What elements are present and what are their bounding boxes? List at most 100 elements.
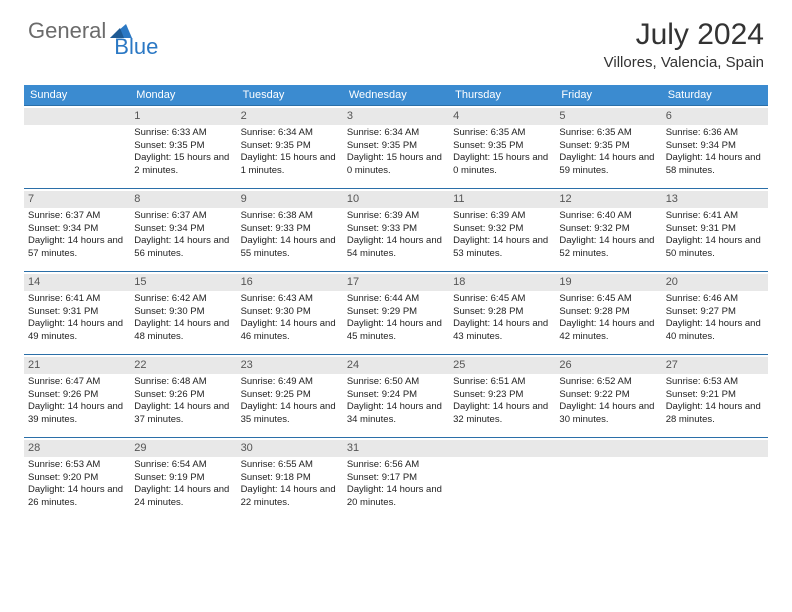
sunset-text: Sunset: 9:27 PM — [666, 306, 764, 319]
title-block: July 2024 Villores, Valencia, Spain — [604, 18, 764, 71]
daylight-text: Daylight: 15 hours and 2 minutes. — [134, 152, 232, 178]
day-cell: 25Sunrise: 6:51 AMSunset: 9:23 PMDayligh… — [449, 355, 555, 437]
daylight-text: Daylight: 14 hours and 43 minutes. — [453, 318, 551, 344]
day-number: 27 — [662, 357, 768, 374]
daylight-text: Daylight: 14 hours and 58 minutes. — [666, 152, 764, 178]
daylight-text: Daylight: 14 hours and 52 minutes. — [559, 235, 657, 261]
day-number: 20 — [662, 274, 768, 291]
daylight-text: Daylight: 14 hours and 30 minutes. — [559, 401, 657, 427]
day-cell: 1Sunrise: 6:33 AMSunset: 9:35 PMDaylight… — [130, 106, 236, 188]
day-header: Sunday — [24, 85, 130, 105]
logo-part1: General — [28, 18, 106, 44]
daylight-text: Daylight: 14 hours and 50 minutes. — [666, 235, 764, 261]
daylight-text: Daylight: 14 hours and 46 minutes. — [241, 318, 339, 344]
sunset-text: Sunset: 9:28 PM — [453, 306, 551, 319]
day-cell: 3 Sunrise: 6:34 AMSunset: 9:35 PMDaylight… — [343, 106, 449, 188]
sunset-text: Sunset: 9:33 PM — [241, 223, 339, 236]
day-number: 4 — [449, 108, 555, 125]
daylight-text: Daylight: 14 hours and 57 minutes. — [28, 235, 126, 261]
day-number: 5 — [555, 108, 661, 125]
sunrise-text: Sunrise: 6:39 AM — [453, 210, 551, 223]
day-number: 7 — [24, 191, 130, 208]
sunset-text: Sunset: 9:29 PM — [347, 306, 445, 319]
sunset-text: Sunset: 9:30 PM — [241, 306, 339, 319]
day-number: 12 — [555, 191, 661, 208]
sunrise-text: Sunrise: 6:40 AM — [559, 210, 657, 223]
daylight-text: Daylight: 14 hours and 34 minutes. — [347, 401, 445, 427]
day-number — [449, 440, 555, 457]
day-number: 1 — [130, 108, 236, 125]
daylight-text: Daylight: 14 hours and 40 minutes. — [666, 318, 764, 344]
sunrise-text: Sunrise: 6:45 AM — [559, 293, 657, 306]
sunrise-text: Sunrise: 6:34 AM — [241, 127, 339, 140]
day-number — [555, 440, 661, 457]
week-row: 1Sunrise: 6:33 AMSunset: 9:35 PMDaylight… — [24, 105, 768, 188]
sunrise-text: Sunrise: 6:56 AM — [347, 459, 445, 472]
sunrise-text: Sunrise: 6:41 AM — [666, 210, 764, 223]
day-number — [24, 108, 130, 125]
day-number: 31 — [343, 440, 449, 457]
daylight-text: Daylight: 15 hours and 0 minutes. — [453, 152, 551, 178]
day-cell — [662, 438, 768, 520]
day-cell: 8Sunrise: 6:37 AMSunset: 9:34 PMDaylight… — [130, 189, 236, 271]
sunrise-text: Sunrise: 6:35 AM — [453, 127, 551, 140]
day-cell: 6Sunrise: 6:36 AMSunset: 9:34 PMDaylight… — [662, 106, 768, 188]
sunrise-text: Sunrise: 6:50 AM — [347, 376, 445, 389]
sunrise-text: Sunrise: 6:37 AM — [134, 210, 232, 223]
sunset-text: Sunset: 9:19 PM — [134, 472, 232, 485]
sunrise-text: Sunrise: 6:46 AM — [666, 293, 764, 306]
sunrise-text: Sunrise: 6:34 AM — [347, 127, 445, 140]
day-number: 3 — [343, 108, 449, 125]
day-number: 9 — [237, 191, 343, 208]
daylight-text: Daylight: 14 hours and 22 minutes. — [241, 484, 339, 510]
page-header: General Blue July 2024 Villores, Valenci… — [0, 0, 792, 79]
daylight-text: Daylight: 14 hours and 35 minutes. — [241, 401, 339, 427]
day-cell: 5Sunrise: 6:35 AMSunset: 9:35 PMDaylight… — [555, 106, 661, 188]
sunset-text: Sunset: 9:21 PM — [666, 389, 764, 402]
sunset-text: Sunset: 9:26 PM — [28, 389, 126, 402]
day-cell — [555, 438, 661, 520]
day-number: 10 — [343, 191, 449, 208]
sunset-text: Sunset: 9:32 PM — [559, 223, 657, 236]
day-cell: 20 Sunrise: 6:46 AMSunset: 9:27 PMDayligh… — [662, 272, 768, 354]
sunset-text: Sunset: 9:35 PM — [559, 140, 657, 153]
daylight-text: Daylight: 14 hours and 42 minutes. — [559, 318, 657, 344]
day-cell: 31Sunrise: 6:56 AMSunset: 9:17 PMDayligh… — [343, 438, 449, 520]
daylight-text: Daylight: 14 hours and 26 minutes. — [28, 484, 126, 510]
day-header: Saturday — [662, 85, 768, 105]
sunset-text: Sunset: 9:32 PM — [453, 223, 551, 236]
day-cell: 26Sunrise: 6:52 AMSunset: 9:22 PMDayligh… — [555, 355, 661, 437]
day-cell: 22Sunrise: 6:48 AMSunset: 9:26 PMDayligh… — [130, 355, 236, 437]
day-cell — [449, 438, 555, 520]
daylight-text: Daylight: 14 hours and 56 minutes. — [134, 235, 232, 261]
daylight-text: Daylight: 14 hours and 28 minutes. — [666, 401, 764, 427]
day-number: 6 — [662, 108, 768, 125]
day-number: 8 — [130, 191, 236, 208]
daylight-text: Daylight: 14 hours and 45 minutes. — [347, 318, 445, 344]
daylight-text: Daylight: 14 hours and 49 minutes. — [28, 318, 126, 344]
sunrise-text: Sunrise: 6:41 AM — [28, 293, 126, 306]
sunset-text: Sunset: 9:35 PM — [347, 140, 445, 153]
day-cell: 21Sunrise: 6:47 AMSunset: 9:26 PMDayligh… — [24, 355, 130, 437]
sunset-text: Sunset: 9:31 PM — [28, 306, 126, 319]
daylight-text: Daylight: 15 hours and 0 minutes. — [347, 152, 445, 178]
day-cell: 23Sunrise: 6:49 AMSunset: 9:25 PMDayligh… — [237, 355, 343, 437]
daylight-text: Daylight: 14 hours and 32 minutes. — [453, 401, 551, 427]
day-header: Friday — [555, 85, 661, 105]
sunrise-text: Sunrise: 6:54 AM — [134, 459, 232, 472]
week-row: 7Sunrise: 6:37 AMSunset: 9:34 PMDaylight… — [24, 188, 768, 271]
sunset-text: Sunset: 9:34 PM — [666, 140, 764, 153]
calendar-grid: SundayMondayTuesdayWednesdayThursdayFrid… — [24, 85, 768, 520]
day-number: 28 — [24, 440, 130, 457]
day-header: Monday — [130, 85, 236, 105]
sunset-text: Sunset: 9:24 PM — [347, 389, 445, 402]
day-cell: 9Sunrise: 6:38 AMSunset: 9:33 PMDaylight… — [237, 189, 343, 271]
month-title: July 2024 — [604, 18, 764, 52]
sunset-text: Sunset: 9:25 PM — [241, 389, 339, 402]
sunset-text: Sunset: 9:26 PM — [134, 389, 232, 402]
day-cell: 19Sunrise: 6:45 AMSunset: 9:28 PMDayligh… — [555, 272, 661, 354]
sunset-text: Sunset: 9:35 PM — [453, 140, 551, 153]
daylight-text: Daylight: 14 hours and 54 minutes. — [347, 235, 445, 261]
sunrise-text: Sunrise: 6:37 AM — [28, 210, 126, 223]
sunrise-text: Sunrise: 6:44 AM — [347, 293, 445, 306]
